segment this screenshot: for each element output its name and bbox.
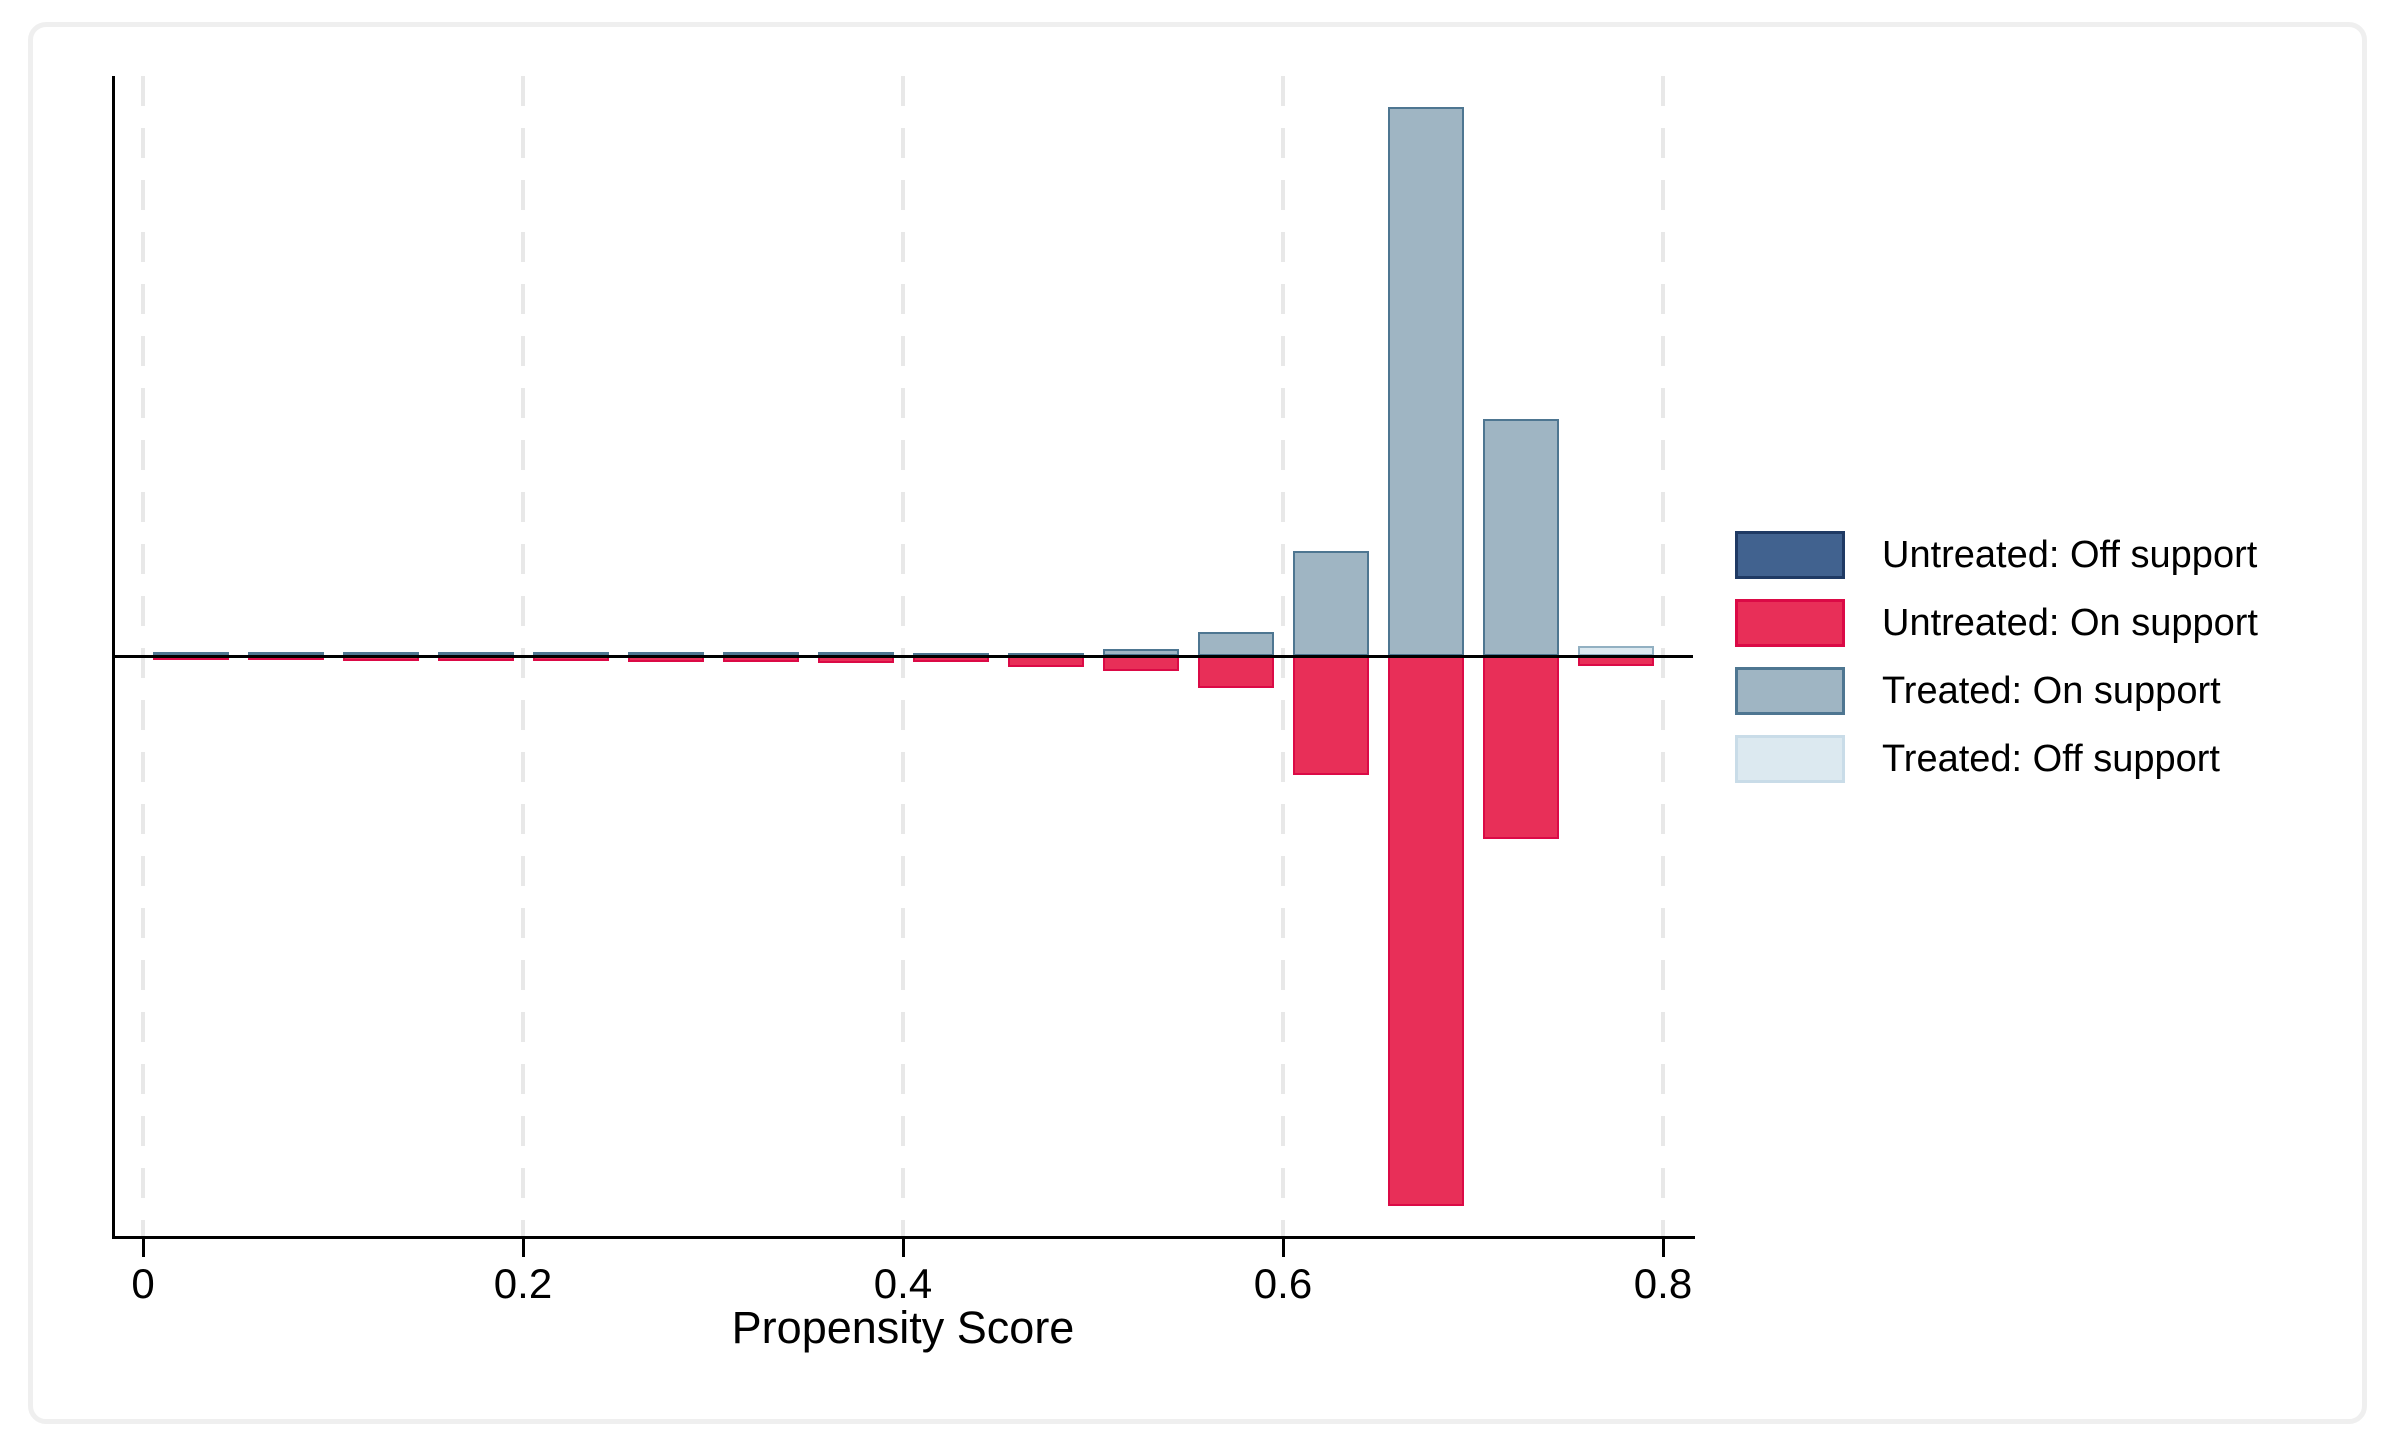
legend-label: Untreated: Off support [1882,534,2258,576]
x-axis-line [112,1236,1695,1239]
bar-treated-on-support [1292,551,1369,656]
x-axis-title: Propensity Score [731,1302,1075,1353]
legend-swatch-untreated-off [1735,531,1845,579]
x-tick-label: 0.6 [1253,1260,1313,1307]
bar-untreated-on-support [1387,656,1464,1206]
bar-untreated-on-support [1292,656,1369,775]
bar-untreated-on-support [1197,656,1274,688]
bar-untreated-on-support [1102,656,1179,671]
legend-label: Untreated: On support [1882,602,2258,644]
zero-baseline [113,655,1693,658]
bar-untreated-on-support [1482,656,1559,839]
legend: Untreated: Off support Untreated: On sup… [1735,531,2258,783]
legend-swatch-treated-off [1735,735,1845,783]
x-tick-mark [1661,1239,1665,1257]
x-tick-mark [141,1239,145,1257]
x-tick-label: 0.8 [1633,1260,1693,1307]
legend-label: Treated: Off support [1882,738,2220,780]
x-tick-mark [521,1239,525,1257]
legend-swatch-treated-on [1735,667,1845,715]
bar-treated-on-support [1197,632,1274,656]
legend-swatch-untreated-on [1735,599,1845,647]
x-tick-mark [1281,1239,1285,1257]
legend-item-treated-on: Treated: On support [1735,667,2258,715]
x-tick-label: 0.2 [493,1260,553,1307]
legend-item-untreated-on: Untreated: On support [1735,599,2258,647]
legend-item-untreated-off: Untreated: Off support [1735,531,2258,579]
x-tick-mark [901,1239,905,1257]
bar-treated-on-support [1387,107,1464,656]
bar-treated-on-support [1482,419,1559,656]
figure-card [28,22,2367,1424]
legend-item-treated-off: Treated: Off support [1735,735,2258,783]
x-tick-label: 0.4 [873,1260,933,1307]
x-tick-label: 0 [131,1260,155,1307]
legend-label: Treated: On support [1882,670,2221,712]
